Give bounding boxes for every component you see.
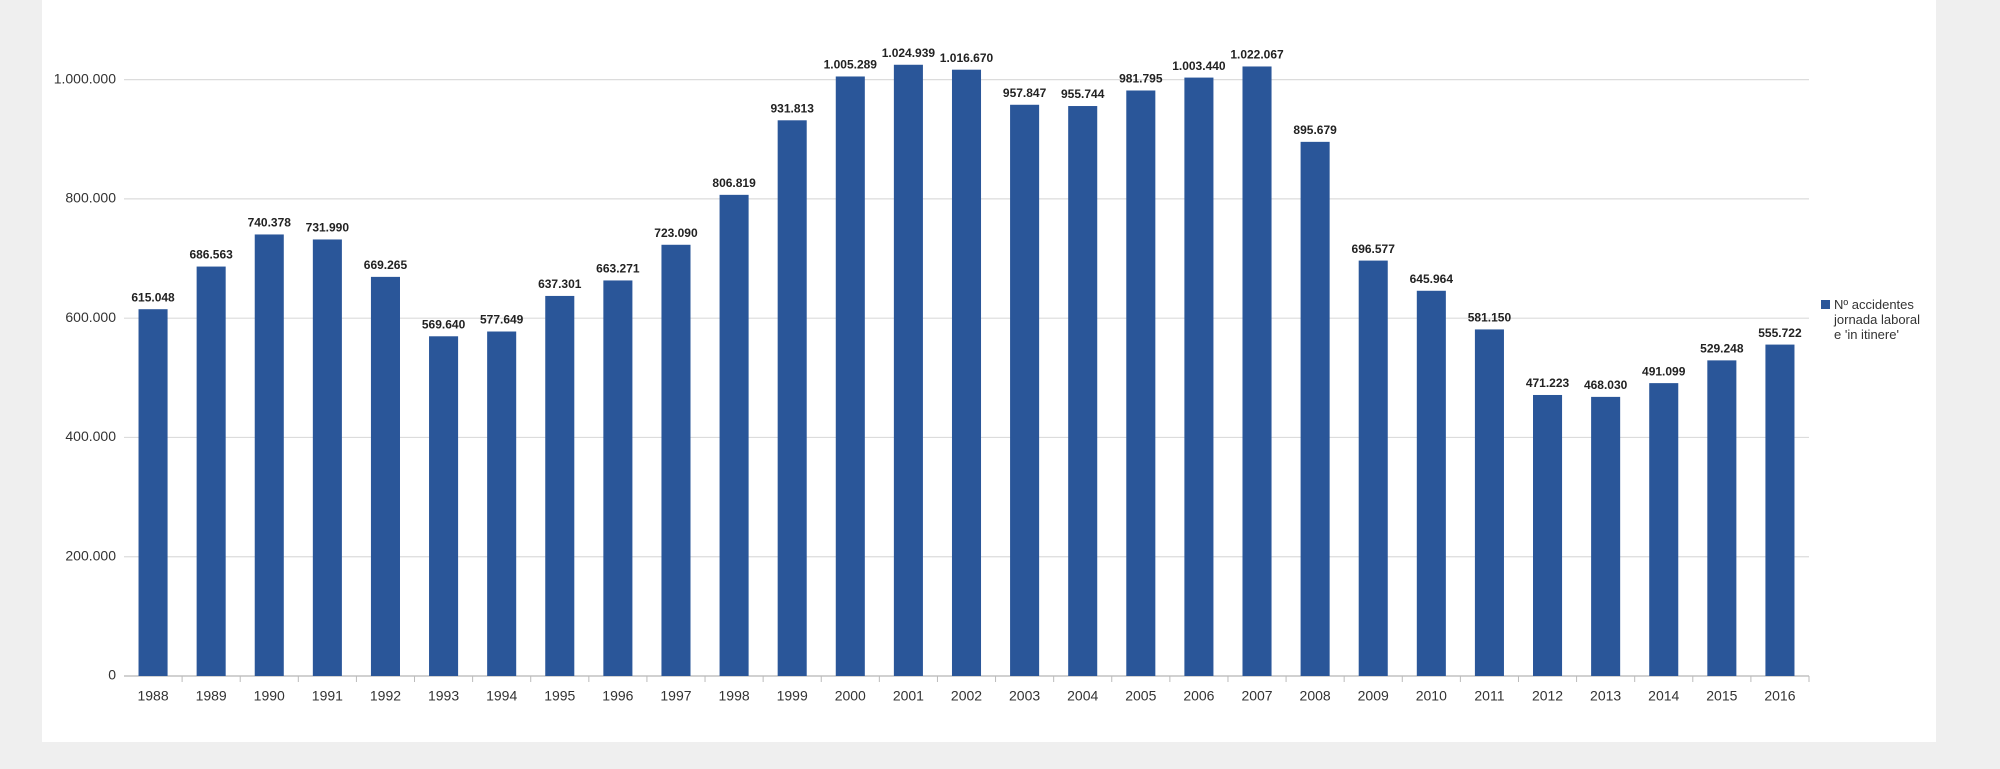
value-label: 555.722 [1758, 326, 1802, 340]
x-tick-label: 2000 [835, 688, 866, 704]
x-tick-label: 2003 [1009, 688, 1040, 704]
x-tick-label: 2009 [1358, 688, 1389, 704]
bar [1300, 141, 1330, 676]
y-tick-label: 400.000 [65, 428, 116, 444]
value-label: 1.005.289 [824, 58, 878, 72]
value-label: 491.099 [1642, 364, 1686, 378]
value-label: 696.577 [1352, 242, 1396, 256]
bar [1649, 383, 1679, 676]
chart-panel [42, 0, 1936, 742]
value-label: 806.819 [712, 176, 756, 190]
x-tick-label: 2010 [1416, 688, 1447, 704]
bar [1416, 290, 1446, 676]
y-tick-label: 0 [108, 667, 116, 683]
y-tick-label: 800.000 [65, 190, 116, 206]
x-tick-label: 2002 [951, 688, 982, 704]
value-label: 723.090 [654, 226, 698, 240]
value-label: 740.378 [248, 216, 292, 230]
value-label: 981.795 [1119, 72, 1163, 86]
y-tick-label: 200.000 [65, 547, 116, 563]
value-label: 1.022.067 [1230, 48, 1284, 62]
bar [370, 276, 400, 676]
x-tick-label: 2012 [1532, 688, 1563, 704]
bar [777, 120, 807, 677]
x-tick-label: 2005 [1125, 688, 1156, 704]
value-label: 569.640 [422, 317, 466, 331]
bar [1474, 329, 1504, 676]
bar [603, 280, 633, 676]
x-tick-label: 1988 [137, 688, 168, 704]
value-label: 581.150 [1468, 311, 1512, 325]
x-tick-label: 1992 [370, 688, 401, 704]
value-label: 1.003.440 [1172, 59, 1226, 73]
bar [893, 64, 923, 676]
bar [312, 239, 342, 677]
bar [835, 76, 865, 677]
x-tick-label: 1991 [312, 688, 343, 704]
value-label: 955.744 [1061, 87, 1105, 101]
x-tick-label: 1997 [660, 688, 691, 704]
x-tick-label: 2007 [1241, 688, 1272, 704]
x-tick-label: 1999 [777, 688, 808, 704]
value-label: 615.048 [131, 290, 175, 304]
value-label: 1.016.670 [940, 51, 994, 65]
x-tick-label: 2011 [1474, 688, 1504, 704]
value-label: 931.813 [770, 101, 814, 115]
bar [1591, 396, 1621, 676]
bar [1707, 360, 1737, 676]
bar [719, 194, 749, 677]
value-label: 529.248 [1700, 342, 1744, 356]
bar [1242, 66, 1272, 676]
bar [1533, 394, 1563, 676]
x-tick-label: 2006 [1183, 688, 1214, 704]
value-label: 957.847 [1003, 86, 1047, 100]
value-label: 669.265 [364, 258, 408, 272]
value-label: 468.030 [1584, 378, 1628, 392]
bar [138, 309, 168, 676]
legend-swatch [1821, 300, 1830, 309]
value-label: 731.990 [306, 221, 350, 235]
bar [1010, 104, 1040, 676]
bar [1068, 106, 1098, 676]
bar [254, 234, 284, 676]
x-tick-label: 1989 [196, 688, 227, 704]
y-tick-label: 1.000.000 [54, 70, 116, 86]
x-tick-label: 2008 [1300, 688, 1331, 704]
x-tick-label: 2015 [1706, 688, 1737, 704]
x-tick-label: 2001 [893, 688, 924, 704]
x-tick-label: 1994 [486, 688, 517, 704]
x-tick-label: 1998 [719, 688, 750, 704]
x-tick-label: 1995 [544, 688, 575, 704]
bar [487, 331, 517, 676]
x-tick-label: 2016 [1764, 688, 1795, 704]
bar [951, 69, 982, 676]
bar [545, 295, 575, 676]
x-tick-label: 1993 [428, 688, 459, 704]
bar [1126, 90, 1156, 676]
value-label: 895.679 [1293, 123, 1337, 137]
y-tick-label: 600.000 [65, 309, 116, 325]
bar [1358, 260, 1388, 676]
bar [661, 244, 691, 676]
legend: Nº accidentes jornada laboral e 'in itin… [1821, 297, 1921, 342]
value-label: 686.563 [189, 248, 233, 262]
value-label: 637.301 [538, 277, 582, 291]
value-label: 577.649 [480, 313, 524, 327]
x-tick-label: 2013 [1590, 688, 1621, 704]
x-tick-label: 2004 [1067, 688, 1098, 704]
x-tick-label: 2014 [1648, 688, 1679, 704]
value-label: 645.964 [1410, 272, 1454, 286]
bar [1184, 77, 1214, 677]
x-tick-label: 1996 [602, 688, 633, 704]
bar [429, 336, 459, 676]
value-label: 1.024.939 [882, 46, 936, 60]
value-label: 471.223 [1526, 376, 1570, 390]
bar [1765, 344, 1795, 676]
legend-label: Nº accidentes jornada laboral e 'in itin… [1834, 297, 1921, 342]
bar [196, 266, 226, 676]
x-tick-label: 1990 [254, 688, 285, 704]
value-label: 663.271 [596, 262, 640, 276]
